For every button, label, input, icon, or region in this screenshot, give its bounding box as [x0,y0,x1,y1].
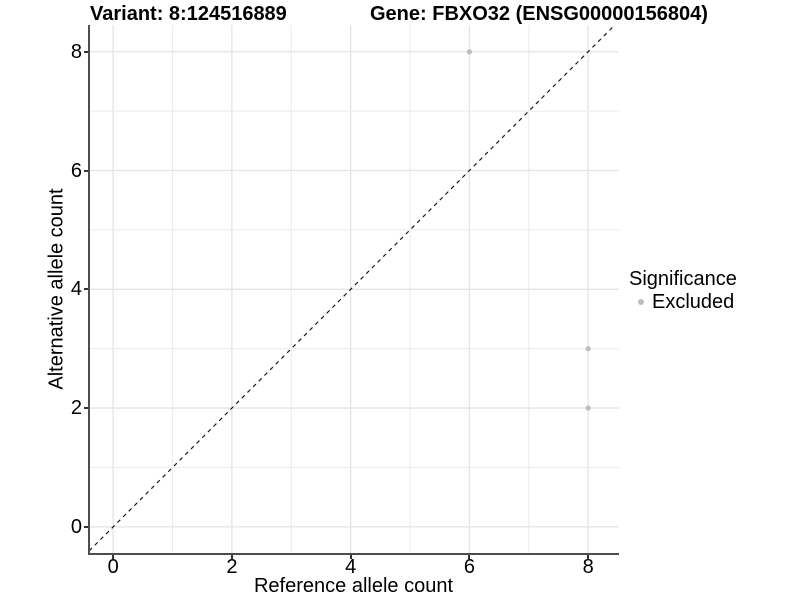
x-tick-label-4: 4 [345,556,357,578]
legend-item-excluded: Excluded [629,291,737,313]
plot-panel [88,25,619,555]
identity-line [90,25,616,551]
x-tick-label-0: 0 [107,556,119,578]
x-tick-mark-4 [349,555,352,559]
gene-title: Gene: FBXO32 (ENSG00000156804) [370,3,708,25]
x-tick-label-6: 6 [463,556,475,578]
y-tick-mark-2 [84,407,88,410]
y-tick-mark-0 [84,525,88,528]
legend: Significance Excluded [629,268,737,313]
variant-title: Variant: 8:124516889 [90,3,287,25]
y-tick-mark-4 [84,288,88,291]
x-tick-mark-6 [468,555,471,559]
x-tick-mark-0 [112,555,115,559]
y-tick-mark-6 [84,169,88,172]
y-tick-mark-8 [84,50,88,53]
plot-area [90,25,619,553]
data-point-6-8 [466,49,472,55]
legend-title: Significance [629,268,737,290]
y-tick-label-2: 2 [70,397,82,420]
legend-item-label: Excluded [652,291,735,313]
y-tick-label-4: 4 [70,278,82,301]
y-tick-label-6: 6 [70,159,82,182]
y-tick-label-8: 8 [70,40,82,63]
x-tick-label-2: 2 [226,556,238,578]
legend-key-dot [638,299,644,305]
x-axis-title: Reference allele count [253,575,453,597]
y-tick-label-0: 0 [70,515,82,538]
x-tick-mark-8 [587,555,590,559]
data-point-8-2 [585,405,591,411]
data-point-8-3 [585,346,591,352]
x-tick-mark-2 [230,555,233,559]
x-tick-label-8: 8 [582,556,594,578]
